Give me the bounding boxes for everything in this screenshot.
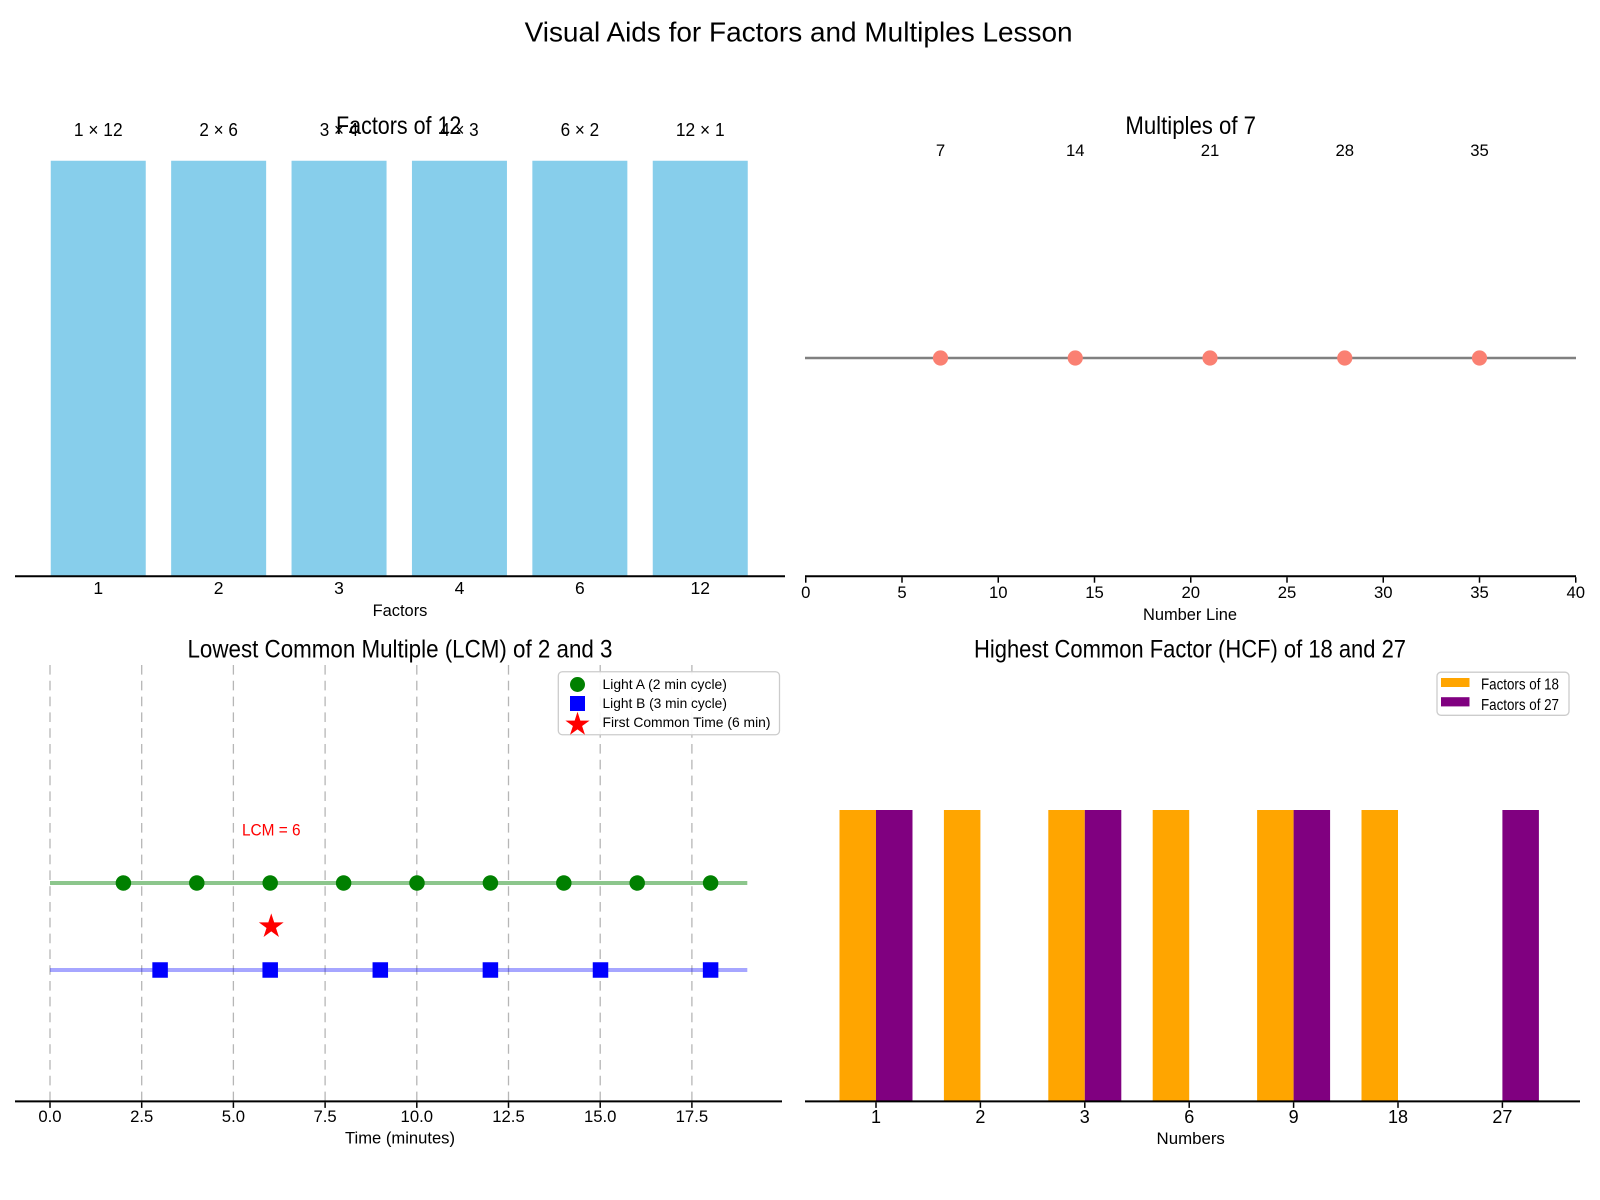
svg-text:First Common Time (6 min): First Common Time (6 min) [603, 714, 771, 730]
svg-text:0.0: 0.0 [38, 1107, 61, 1126]
svg-text:10.0: 10.0 [401, 1107, 433, 1126]
svg-text:27: 27 [1492, 1107, 1512, 1127]
svg-text:40: 40 [1566, 583, 1585, 602]
svg-text:6: 6 [575, 578, 585, 598]
svg-text:Lowest Common Multiple (LCM) o: Lowest Common Multiple (LCM) of 2 and 3 [188, 636, 613, 664]
svg-text:Number Line: Number Line [1143, 605, 1237, 624]
svg-text:10: 10 [989, 583, 1008, 602]
svg-text:12 × 1: 12 × 1 [676, 120, 725, 140]
svg-text:0: 0 [801, 583, 810, 602]
svg-text:5: 5 [897, 583, 906, 602]
svg-text:6 × 2: 6 × 2 [561, 120, 600, 140]
svg-text:21: 21 [1201, 141, 1220, 160]
svg-text:3: 3 [334, 578, 344, 598]
svg-text:15.0: 15.0 [584, 1107, 616, 1126]
svg-text:Visual Aids for Factors and Mu: Visual Aids for Factors and Multiples Le… [525, 17, 1073, 48]
svg-text:Factors of 18: Factors of 18 [1481, 676, 1559, 693]
svg-text:Numbers: Numbers [1157, 1129, 1225, 1148]
svg-text:2: 2 [975, 1107, 985, 1127]
svg-text:4 × 3: 4 × 3 [440, 120, 479, 140]
svg-text:17.5: 17.5 [676, 1107, 708, 1126]
svg-text:Light A (2 min cycle): Light A (2 min cycle) [603, 676, 727, 692]
svg-text:20: 20 [1181, 583, 1200, 602]
svg-text:35: 35 [1470, 141, 1489, 160]
svg-text:Light B (3 min cycle): Light B (3 min cycle) [603, 695, 727, 711]
svg-text:1 × 12: 1 × 12 [74, 120, 123, 140]
svg-text:1: 1 [871, 1107, 881, 1127]
svg-text:2: 2 [214, 578, 224, 598]
svg-text:14: 14 [1066, 141, 1085, 160]
svg-text:3 × 4: 3 × 4 [320, 120, 359, 140]
svg-text:12.5: 12.5 [492, 1107, 524, 1126]
svg-text:15: 15 [1085, 583, 1104, 602]
svg-text:12: 12 [691, 578, 710, 598]
svg-text:7: 7 [936, 141, 945, 160]
svg-text:9: 9 [1289, 1107, 1299, 1127]
svg-text:7.5: 7.5 [313, 1107, 336, 1126]
svg-text:Factors: Factors [373, 601, 428, 620]
svg-text:25: 25 [1278, 583, 1297, 602]
svg-text:4: 4 [455, 578, 465, 598]
svg-text:18: 18 [1388, 1107, 1408, 1127]
svg-text:Factors of 12: Factors of 12 [336, 112, 461, 140]
svg-text:1: 1 [93, 578, 103, 598]
svg-text:LCM = 6: LCM = 6 [242, 821, 301, 840]
svg-text:5.0: 5.0 [222, 1107, 245, 1126]
svg-text:6: 6 [1184, 1107, 1194, 1127]
svg-text:28: 28 [1335, 141, 1354, 160]
svg-text:3: 3 [1080, 1107, 1090, 1127]
svg-text:2.5: 2.5 [130, 1107, 153, 1126]
svg-text:2 × 6: 2 × 6 [199, 120, 238, 140]
svg-text:Factors of 27: Factors of 27 [1481, 697, 1559, 714]
svg-text:Time (minutes): Time (minutes) [345, 1129, 455, 1148]
svg-text:Highest Common Factor (HCF) of: Highest Common Factor (HCF) of 18 and 27 [974, 636, 1406, 664]
svg-text:30: 30 [1374, 583, 1393, 602]
svg-text:35: 35 [1470, 583, 1489, 602]
svg-text:Multiples of 7: Multiples of 7 [1125, 112, 1256, 140]
